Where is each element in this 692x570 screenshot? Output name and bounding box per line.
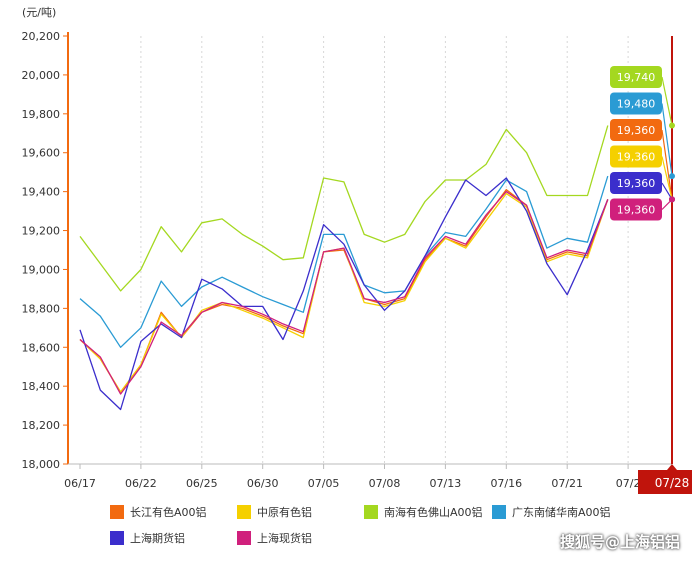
x-tick-label: 06/22 (125, 477, 157, 490)
legend-swatch (110, 531, 124, 545)
x-tick-label: 06/25 (186, 477, 218, 490)
end-label-box (610, 198, 662, 221)
y-tick-label: 18,000 (22, 458, 61, 471)
x-tick-label: 06/17 (64, 477, 96, 490)
end-point-marker (669, 173, 675, 180)
y-tick-label: 19,800 (22, 108, 61, 121)
x-tick-label: 07/08 (369, 477, 401, 490)
y-tick-label: 18,800 (22, 302, 61, 315)
end-label-text: 19,480 (617, 98, 656, 111)
legend-label: 上海期货铝 (130, 531, 185, 545)
end-label-connector (661, 76, 673, 126)
end-label-connector (661, 182, 673, 200)
end-label-connector (661, 156, 673, 200)
end-label-box (610, 145, 662, 168)
y-tick-label: 18,600 (22, 341, 61, 354)
series-line (79, 125, 609, 292)
series-line (79, 190, 609, 395)
end-label-box (610, 172, 662, 194)
series-line (79, 192, 609, 393)
x-tick-label: 06/30 (247, 477, 279, 490)
legend-swatch (492, 505, 506, 519)
y-tick-label: 18,400 (22, 380, 61, 393)
legend-swatch (110, 505, 124, 519)
y-tick-label: 19,200 (22, 225, 61, 238)
legend-label: 中原有色铝 (257, 505, 312, 519)
y-tick-label: 19,000 (22, 263, 61, 276)
legend-swatch (364, 505, 378, 519)
y-tick-label: 18,200 (22, 419, 61, 432)
end-point-marker (669, 122, 675, 129)
legend-label: 长江有色A00铝 (130, 505, 207, 519)
x-tick-label: 07/05 (308, 477, 340, 490)
end-label-box (610, 66, 662, 88)
end-label-connector (661, 103, 673, 177)
end-label-text: 19,360 (617, 204, 656, 217)
series-line (79, 175, 609, 348)
highlight-x-label: 07/28 (655, 476, 690, 490)
x-tick-label: 07/16 (490, 477, 522, 490)
y-tick-label: 20,000 (22, 69, 61, 82)
legend-label: 南海有色佛山A00铝 (384, 505, 483, 519)
x-tick-label: 07/13 (430, 477, 462, 490)
series-line (79, 189, 609, 393)
end-label-connector (661, 129, 673, 200)
end-label-text: 19,740 (617, 71, 656, 84)
y-tick-label: 19,600 (22, 147, 61, 160)
end-point-marker (669, 196, 675, 203)
x-tick-label: 07/21 (551, 477, 583, 490)
x-tick-label: 07/2 (616, 477, 641, 490)
y-unit-label: (元/吨) (22, 6, 56, 19)
highlight-x-pointer (667, 464, 677, 470)
watermark: 搜狐号@上海铝铝 (559, 533, 680, 551)
legend-label: 上海现货铝 (257, 531, 312, 545)
legend-swatch (237, 505, 251, 519)
end-label-text: 19,360 (617, 124, 656, 137)
end-label-box (610, 92, 662, 115)
end-label-box (610, 119, 662, 141)
y-tick-label: 19,400 (22, 186, 61, 199)
legend-label: 广东南储华南A00铝 (512, 505, 611, 519)
end-label-text: 19,360 (617, 177, 656, 190)
end-label-text: 19,360 (617, 151, 656, 164)
highlight-x-badge (638, 470, 692, 494)
legend-swatch (237, 531, 251, 545)
y-tick-label: 20,200 (22, 30, 61, 43)
